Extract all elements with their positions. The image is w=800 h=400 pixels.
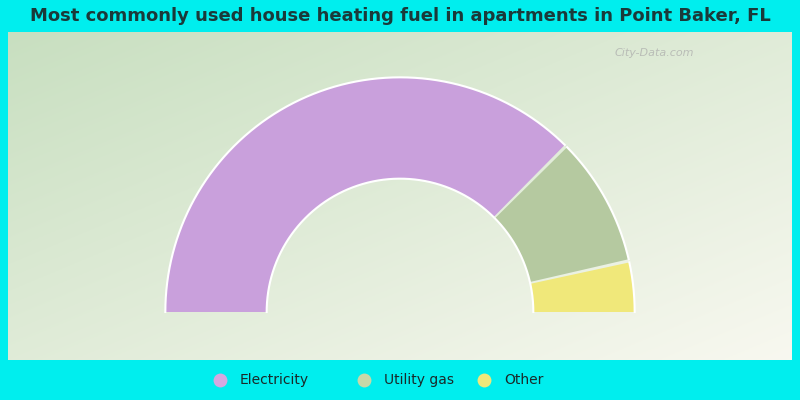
Text: Most commonly used house heating fuel in apartments in Point Baker, FL: Most commonly used house heating fuel in… xyxy=(30,7,770,25)
Text: City-Data.com: City-Data.com xyxy=(615,48,694,58)
Polygon shape xyxy=(166,77,565,312)
Text: Other: Other xyxy=(504,373,543,387)
Text: Utility gas: Utility gas xyxy=(384,373,454,387)
Polygon shape xyxy=(495,147,629,282)
Polygon shape xyxy=(530,262,634,312)
Text: Electricity: Electricity xyxy=(240,373,309,387)
